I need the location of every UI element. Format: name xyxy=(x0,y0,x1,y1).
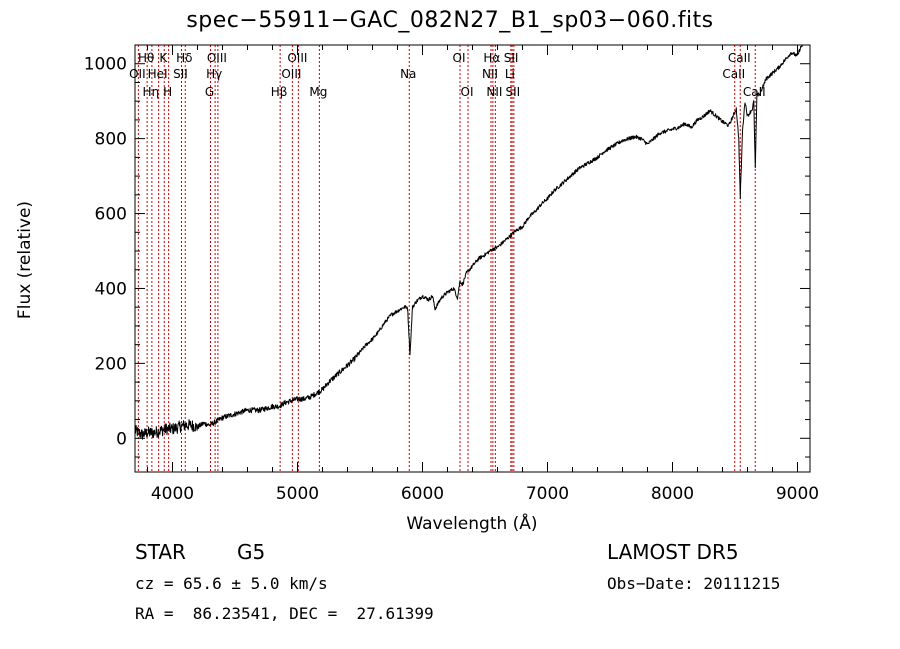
x-tick-label: 5000 xyxy=(276,484,319,504)
object-class: STAR xyxy=(135,540,186,564)
line-label: HeI xyxy=(148,67,168,81)
y-axis-label: Flux (relative) xyxy=(15,201,35,319)
line-label: H xyxy=(163,85,172,99)
ra-dec: RA = 86.23541, DEC = 27.61399 xyxy=(135,604,434,623)
line-label: SII xyxy=(173,67,188,81)
line-labels: OIIHθHηHeIKHSIIHδGHγOIIIHβOIIIOIIIMgNaOI… xyxy=(129,51,766,99)
line-label: Hα xyxy=(483,51,500,65)
y-tick-label: 200 xyxy=(95,354,127,374)
line-label: OIII xyxy=(287,51,307,65)
line-label: OII xyxy=(129,67,146,81)
x-tick-label: 6000 xyxy=(401,484,444,504)
line-label: SII xyxy=(506,85,521,99)
y-tick-label: 600 xyxy=(95,205,127,225)
line-label: SII xyxy=(504,51,519,65)
line-label: OI xyxy=(453,51,466,65)
object-subclass: G5 xyxy=(237,540,266,564)
survey-name: LAMOST DR5 xyxy=(607,540,739,564)
x-tick-label: 8000 xyxy=(651,484,694,504)
spectrum-line xyxy=(134,44,806,440)
line-label: Hη xyxy=(143,85,160,99)
line-label: CaII xyxy=(728,51,751,65)
line-label: Li xyxy=(505,67,515,81)
y-tick-label: 800 xyxy=(95,130,127,150)
line-label: OIII xyxy=(281,67,301,81)
x-axis-label: Wavelength (Å) xyxy=(406,512,537,534)
line-label: NII xyxy=(486,85,502,99)
line-label: CaII xyxy=(722,67,745,81)
line-label: NII xyxy=(482,67,498,81)
observation-date: Obs−Date: 20111215 xyxy=(607,574,781,593)
line-label: Na xyxy=(400,67,416,81)
line-label: Hγ xyxy=(206,67,222,81)
line-label: Hβ xyxy=(271,85,288,99)
x-axis-ticks: 4000 5000 6000 7000 8000 9000 xyxy=(147,45,819,504)
chart-title: spec−55911−GAC_082N27_B1_sp03−060.fits xyxy=(186,8,714,33)
y-tick-label: 400 xyxy=(95,279,127,299)
line-label: Mg xyxy=(309,85,327,99)
spectrum-series xyxy=(134,44,806,440)
y-tick-label: 0 xyxy=(116,429,127,449)
redshift-cz: cz = 65.6 ± 5.0 km/s xyxy=(135,574,328,593)
line-label: CaII xyxy=(743,85,766,99)
y-tick-label: 1000 xyxy=(84,55,127,75)
line-label: Hδ xyxy=(176,51,192,65)
emission-line-markers xyxy=(137,45,756,472)
x-tick-label: 9000 xyxy=(776,484,819,504)
x-tick-label: 7000 xyxy=(526,484,569,504)
plot-frame xyxy=(134,44,811,473)
y-axis-ticks: 0 200 400 600 800 1000 xyxy=(84,44,810,458)
line-label: Hθ xyxy=(138,51,154,65)
line-label: OIII xyxy=(207,51,227,65)
x-tick-label: 4000 xyxy=(151,484,194,504)
line-label: OI xyxy=(461,85,474,99)
line-label: K xyxy=(159,51,168,65)
line-label: G xyxy=(205,85,214,99)
